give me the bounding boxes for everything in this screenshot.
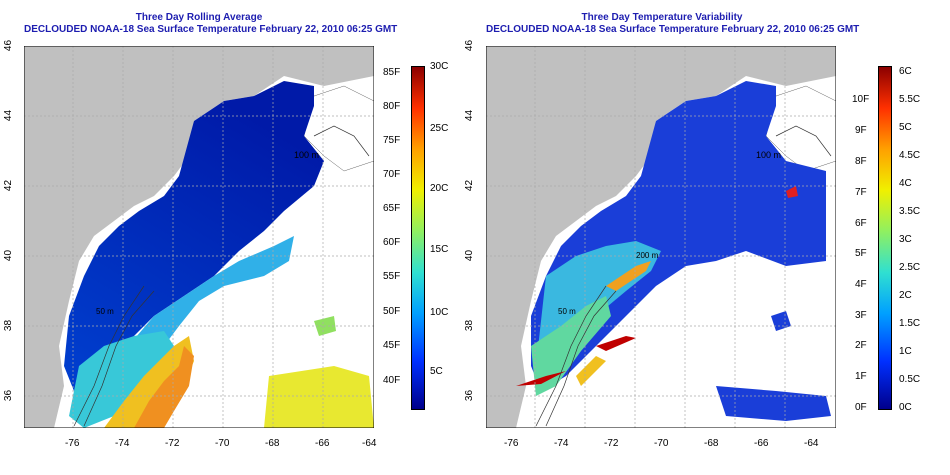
right-cbar-f: 1F bbox=[855, 371, 867, 382]
gulf-stream bbox=[104, 336, 194, 428]
left-xtick: -68 bbox=[265, 438, 280, 449]
right-cbar-c: 5C bbox=[899, 122, 912, 133]
left-xtick: -74 bbox=[115, 438, 130, 449]
left-xtick: -76 bbox=[65, 438, 80, 449]
right-ytick: 44 bbox=[464, 109, 476, 122]
left-colorbar bbox=[411, 66, 425, 410]
left-ytick: 44 bbox=[3, 109, 15, 122]
left-title-line1: Three Day Rolling Average bbox=[135, 12, 263, 23]
left-cbar-f: 50F bbox=[383, 306, 401, 317]
left-xtick: -64 bbox=[362, 438, 377, 449]
right-map: 100 m 50 m 200 m bbox=[486, 46, 836, 428]
right-cbar-f: 5F bbox=[855, 248, 867, 259]
right-cbar-c: 2.5C bbox=[899, 262, 921, 273]
left-ytick: 38 bbox=[3, 319, 15, 332]
left-cbar-f: 65F bbox=[383, 203, 401, 214]
left-ytick: 42 bbox=[3, 179, 15, 192]
land bbox=[24, 46, 374, 428]
right-cbar-c: 0C bbox=[899, 402, 912, 413]
right-cbar-c: 2C bbox=[899, 290, 912, 301]
left-cbar-f: 85F bbox=[383, 67, 401, 78]
left-cbar-f: 80F bbox=[383, 101, 401, 112]
right-xtick: -74 bbox=[554, 438, 569, 449]
left-cbar-f: 60F bbox=[383, 237, 401, 248]
left-cbar-c: 10C bbox=[430, 307, 449, 318]
contour-label-100m: 100 m bbox=[756, 150, 781, 160]
cold-water bbox=[64, 81, 324, 391]
left-title-line2: DECLOUDED NOAA-18 Sea Surface Temperatur… bbox=[24, 24, 398, 35]
right-cbar-f: 6F bbox=[855, 218, 867, 229]
left-xtick: -66 bbox=[315, 438, 330, 449]
right-xtick: -70 bbox=[654, 438, 669, 449]
left-cbar-f: 40F bbox=[383, 375, 401, 386]
left-cbar-c: 5C bbox=[430, 366, 443, 377]
right-cbar-c: 3.5C bbox=[899, 206, 921, 217]
right-cbar-c: 4.5C bbox=[899, 150, 921, 161]
right-ytick: 36 bbox=[464, 389, 476, 402]
right-xtick: -68 bbox=[704, 438, 719, 449]
left-ytick: 36 bbox=[3, 389, 15, 402]
right-cbar-f: 2F bbox=[855, 340, 867, 351]
left-ytick: 46 bbox=[3, 39, 15, 52]
right-ytick: 38 bbox=[464, 319, 476, 332]
right-xtick: -64 bbox=[804, 438, 819, 449]
right-cbar-c: 6C bbox=[899, 66, 912, 77]
left-cbar-f: 70F bbox=[383, 169, 401, 180]
land bbox=[486, 46, 836, 428]
left-cbar-f: 45F bbox=[383, 340, 401, 351]
right-cbar-c: 3C bbox=[899, 234, 912, 245]
right-cbar-c: 1C bbox=[899, 346, 912, 357]
contour-label-200m: 200 m bbox=[636, 251, 659, 260]
right-xtick: -66 bbox=[754, 438, 769, 449]
contour-label-50m: 50 m bbox=[558, 307, 576, 316]
right-cbar-c: 1.5C bbox=[899, 318, 921, 329]
left-cbar-c: 25C bbox=[430, 123, 449, 134]
left-cbar-f: 55F bbox=[383, 271, 401, 282]
right-cbar-f: 9F bbox=[855, 125, 867, 136]
right-title-line1: Three Day Temperature Variability bbox=[581, 12, 743, 23]
right-cbar-f: 4F bbox=[855, 279, 867, 290]
left-cbar-c: 15C bbox=[430, 244, 449, 255]
right-cbar-f: 10F bbox=[852, 94, 870, 105]
right-xtick: -76 bbox=[504, 438, 519, 449]
right-cbar-f: 8F bbox=[855, 156, 867, 167]
right-cbar-f: 0F bbox=[855, 402, 867, 413]
right-xtick: -72 bbox=[604, 438, 619, 449]
left-xtick: -72 bbox=[165, 438, 180, 449]
left-ytick: 40 bbox=[3, 249, 15, 262]
left-xtick: -70 bbox=[215, 438, 230, 449]
contour-label-100m: 100 m bbox=[294, 150, 319, 160]
right-colorbar bbox=[878, 66, 892, 410]
left-map: 100 m 50 m bbox=[24, 46, 374, 428]
left-cbar-c: 20C bbox=[430, 183, 449, 194]
right-title-line2: DECLOUDED NOAA-18 Sea Surface Temperatur… bbox=[486, 24, 860, 35]
right-cbar-c: 5.5C bbox=[899, 94, 921, 105]
high-variability bbox=[606, 261, 651, 291]
left-cbar-f: 75F bbox=[383, 135, 401, 146]
left-cbar-c: 30C bbox=[430, 61, 449, 72]
contour-label-50m: 50 m bbox=[96, 307, 114, 316]
right-ytick: 42 bbox=[464, 179, 476, 192]
right-ytick: 40 bbox=[464, 249, 476, 262]
right-cbar-f: 3F bbox=[855, 310, 867, 321]
right-cbar-c: 4C bbox=[899, 178, 912, 189]
right-cbar-c: 0.5C bbox=[899, 374, 921, 385]
right-ytick: 46 bbox=[464, 39, 476, 52]
right-cbar-f: 7F bbox=[855, 187, 867, 198]
